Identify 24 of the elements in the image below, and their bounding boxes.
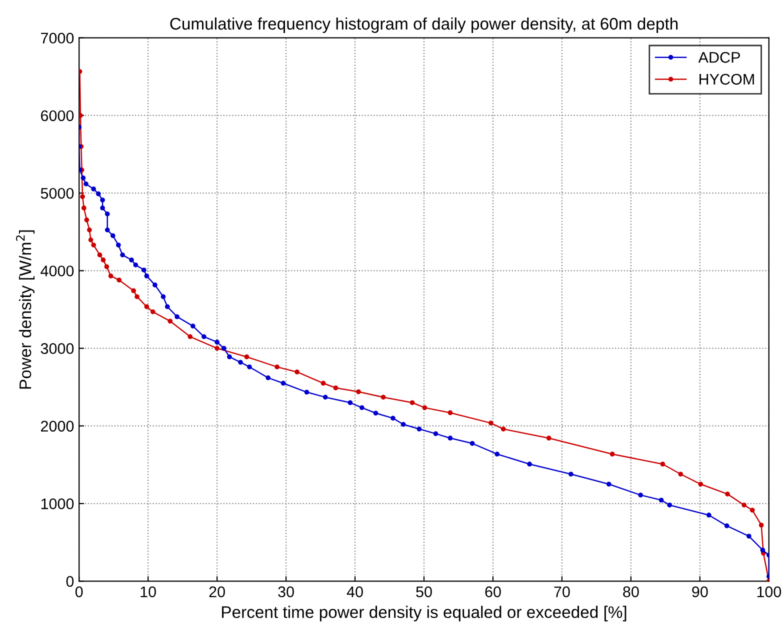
x-tick-label: 0 — [75, 586, 83, 598]
x-tick-label: 50 — [416, 586, 432, 598]
legend-label: ADCP — [698, 52, 740, 63]
x-tick-label: 30 — [278, 586, 294, 598]
y-tick-label: 6000 — [41, 110, 74, 122]
y-tick-label: 7000 — [41, 32, 74, 44]
x-tick-label: 10 — [140, 586, 156, 598]
y-axis-title: Power density [W/m$^{2}$] — [16, 230, 35, 389]
y-tick-label: 0 — [66, 576, 74, 587]
y-tick-label: 3000 — [40, 343, 74, 354]
chart-title: Cumulative frequency histogram of daily power density, at 60m depth — [170, 17, 678, 33]
y-tick-label: 2000 — [41, 420, 74, 432]
y-tick-label: 5000 — [40, 188, 74, 199]
x-tick-label: 80 — [623, 586, 639, 598]
y-tick-label: 1000 — [41, 498, 74, 510]
x-tick-label: 70 — [554, 586, 570, 598]
x-tick-label: 90 — [692, 586, 708, 598]
x-tick-label: 20 — [209, 586, 225, 598]
legend-label: HYCOM — [700, 74, 754, 85]
y-tick-label: 4000 — [40, 266, 74, 276]
x-tick-label: 40 — [346, 586, 363, 598]
x-tick-label: 60 — [485, 586, 501, 598]
x-tick-label: 100 — [757, 586, 782, 598]
x-axis-title: Percent time power density is equaled or exceeded [%] — [222, 606, 626, 622]
